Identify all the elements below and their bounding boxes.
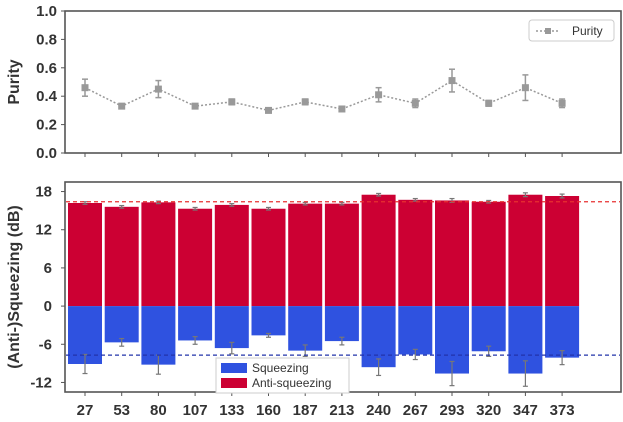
squeezing-y-tick-label: 18 — [35, 184, 52, 201]
x-tick-label: 347 — [513, 402, 538, 419]
purity-point — [265, 106, 272, 114]
squeezing-bar — [104, 306, 139, 343]
anti-squeezing-bar — [288, 203, 323, 307]
purity-point — [558, 99, 566, 107]
anti-squeezing-bar — [104, 206, 139, 307]
purity-point — [448, 77, 456, 85]
squeezing-legend-label: Squeezing — [252, 361, 309, 375]
purity-point — [191, 102, 199, 110]
purity-y-axis-label: Purity — [6, 59, 23, 104]
squeezing-bar — [324, 306, 359, 342]
x-tick-label: 27 — [77, 402, 94, 419]
purity-y-tick-label: 0.4 — [36, 88, 58, 105]
purity-y-ticks: 1.0 0.8 0.6 0.4 0.2 0.0 — [36, 3, 65, 162]
squeezing-legend: Squeezing Anti-squeezing — [215, 357, 350, 394]
squeezing-y-tick-label: -12 — [30, 374, 52, 391]
purity-y-tick-label: 0.2 — [36, 117, 57, 134]
squeezing-bar — [214, 306, 249, 349]
purity-point — [118, 102, 126, 110]
purity-y-tick-label: 0.8 — [36, 31, 57, 48]
purity-y-tick-label: 0.6 — [36, 60, 57, 77]
squeezing-bars — [68, 192, 580, 387]
purity-point — [301, 98, 309, 106]
purity-point — [411, 99, 419, 107]
squeezing-panel: 18 12 6 0 -6 -12 (Anti-)Squeezing (dB) 27 53 80… — [6, 153, 622, 419]
purity-point — [228, 98, 236, 106]
purity-legend: Purity — [528, 19, 615, 42]
anti-squeezing-legend-swatch — [221, 378, 247, 388]
squeezing-bar — [471, 306, 506, 352]
squeezing-bar — [178, 306, 213, 341]
squeezing-bar — [251, 306, 286, 336]
x-tick-label: 80 — [150, 402, 167, 419]
anti-squeezing-bar — [214, 204, 249, 307]
squeezing-y-axis-label: (Anti-)Squeezing (dB) — [6, 205, 23, 369]
anti-squeezing-bar — [471, 201, 506, 307]
x-tick-label: 267 — [403, 402, 428, 419]
x-tick-label: 373 — [550, 402, 575, 419]
purity-point — [81, 84, 89, 92]
x-tick-label: 160 — [256, 402, 281, 419]
x-tick-label: 240 — [366, 402, 391, 419]
x-tick-label: 187 — [293, 402, 318, 419]
purity-y-tick-label: 0.0 — [36, 145, 57, 162]
x-tick-label: 133 — [219, 402, 244, 419]
anti-squeezing-bar — [251, 208, 286, 307]
x-tick-label: 293 — [439, 402, 464, 419]
anti-squeezing-bar — [361, 194, 396, 307]
anti-squeezing-bar — [545, 196, 580, 307]
x-tick-label: 213 — [329, 402, 354, 419]
squeezing-y-tick-label: -6 — [39, 336, 52, 353]
x-tick-label: 320 — [476, 402, 501, 419]
squeezing-y-ticks: 18 12 6 0 -6 -12 — [30, 184, 65, 391]
purity-line — [84, 79, 563, 112]
anti-squeezing-bar — [178, 208, 213, 307]
anti-squeezing-bar — [324, 203, 359, 307]
purity-point — [154, 85, 162, 93]
purity-point — [485, 99, 493, 107]
purity-y-tick-label: 1.0 — [36, 3, 57, 20]
anti-squeezing-bar — [398, 199, 433, 307]
anti-squeezing-bar — [141, 202, 176, 307]
x-tick-label: 53 — [113, 402, 130, 419]
purity-series — [81, 68, 566, 114]
purity-point — [521, 84, 529, 92]
squeezing-legend-swatch — [221, 363, 247, 373]
purity-legend-label: Purity — [572, 24, 603, 38]
purity-panel: 1.0 0.8 0.6 0.4 0.2 0.0 Purity Purity — [6, 3, 622, 162]
squeezing-bar — [361, 306, 396, 368]
anti-squeezing-legend-label: Anti-squeezing — [252, 376, 331, 390]
anti-squeezing-bar — [435, 200, 469, 307]
purity-legend-box — [528, 19, 615, 42]
squeezing-bar — [398, 306, 433, 355]
purity-plot-frame — [64, 10, 622, 154]
purity-point — [338, 105, 346, 113]
squeezing-bar — [288, 306, 323, 351]
x-tick-label: 107 — [183, 402, 208, 419]
x-axis-ticks: 27 53 80 107 133 160 187 213 240 267 293 320 347 373 — [77, 153, 575, 419]
squeezing-bar — [545, 306, 580, 358]
squeezing-y-tick-label: 12 — [35, 222, 52, 239]
anti-squeezing-bar — [508, 194, 543, 307]
purity-point — [375, 91, 383, 99]
squeezing-y-tick-label: 6 — [44, 260, 52, 277]
anti-squeezing-bar — [68, 203, 102, 307]
squeezing-y-tick-label: 0 — [44, 298, 52, 315]
purity-legend-marker — [545, 28, 551, 34]
reference-lines — [66, 201, 620, 356]
